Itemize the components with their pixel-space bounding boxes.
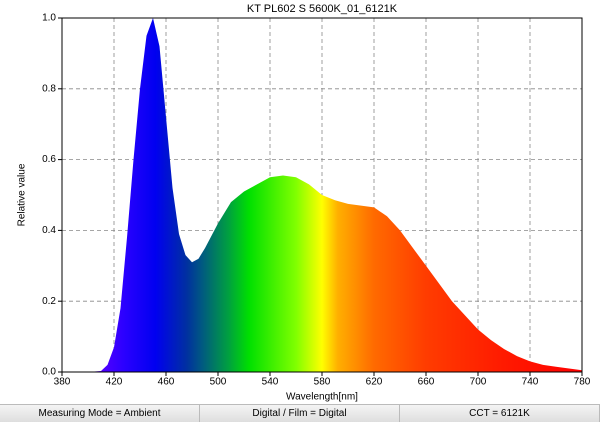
y-tick-label: 0.2: [42, 296, 56, 307]
x-tick-label: 380: [54, 377, 71, 388]
status-cell: Digital / Film = Digital: [200, 405, 400, 422]
x-tick-label: 660: [418, 377, 435, 388]
status-cell: Measuring Mode = Ambient: [0, 405, 200, 422]
x-tick-label: 620: [366, 377, 383, 388]
status-bar: Measuring Mode = Ambient Digital / Film …: [0, 404, 600, 422]
y-tick-label: 1.0: [42, 13, 56, 24]
y-axis-label: Relative value: [17, 163, 28, 226]
spectrum-area: [62, 18, 582, 372]
y-tick-label: 0.8: [42, 83, 56, 94]
chart: KT PL602 S 5600K_01_6121K Wavelength[nm]…: [17, 3, 591, 403]
y-tick-label: 0.4: [42, 225, 56, 236]
x-tick-label: 540: [262, 377, 279, 388]
chart-title: KT PL602 S 5600K_01_6121K: [247, 3, 398, 15]
status-cell: CCT = 6121K: [400, 405, 600, 422]
x-tick-label: 740: [522, 377, 539, 388]
x-tick-label: 580: [314, 377, 331, 388]
y-tick-label: 0.6: [42, 154, 56, 165]
x-tick-label: 460: [158, 377, 175, 388]
y-tick-label: 0.0: [42, 367, 56, 378]
x-tick-label: 500: [210, 377, 227, 388]
x-tick-label: 700: [470, 377, 487, 388]
x-axis-label: Wavelength[nm]: [286, 392, 358, 403]
x-tick-label: 780: [574, 377, 591, 388]
x-tick-label: 420: [106, 377, 123, 388]
